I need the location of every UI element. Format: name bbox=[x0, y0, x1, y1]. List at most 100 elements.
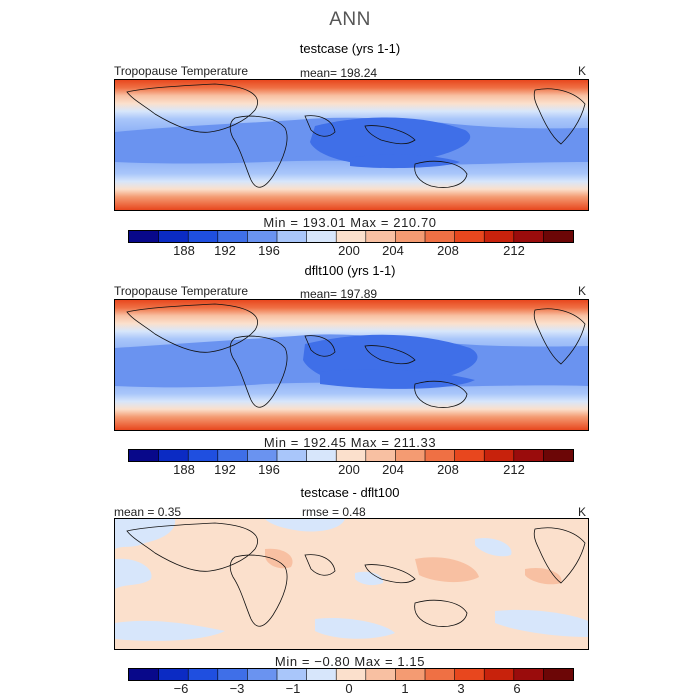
panel1-coastlines bbox=[126, 83, 586, 188]
colorbar-swatch bbox=[454, 669, 485, 680]
panel1-coast-australia bbox=[414, 160, 468, 188]
panel1-map bbox=[114, 79, 589, 211]
figure-title: ANN bbox=[329, 9, 371, 30]
colorbar-swatch bbox=[188, 450, 219, 461]
colorbar-swatch bbox=[306, 450, 337, 461]
panel2-variable-label: Tropopause Temperature bbox=[114, 284, 249, 298]
panel1-colorbar-swatches bbox=[129, 231, 573, 242]
colorbar-swatch bbox=[277, 450, 308, 461]
colorbar-swatch bbox=[425, 231, 456, 242]
panel2-colorbar bbox=[128, 449, 574, 462]
panel3-tick-label: −6 bbox=[173, 681, 189, 696]
colorbar-swatch bbox=[365, 450, 396, 461]
panel1-mean: mean= 198.24 bbox=[300, 66, 378, 80]
colorbar-swatch bbox=[395, 450, 426, 461]
panel2-coast-africa bbox=[229, 335, 288, 408]
colorbar-swatch bbox=[484, 231, 515, 242]
panel3-warm-patch-3 bbox=[525, 567, 562, 585]
colorbar-swatch bbox=[247, 450, 278, 461]
colorbar-swatch bbox=[395, 669, 426, 680]
panel2-colorbar-swatches bbox=[129, 450, 573, 461]
panel2-minmax: Min = 192.45 Max = 211.33 bbox=[263, 435, 437, 450]
panel3-coastlines bbox=[126, 522, 586, 627]
colorbar-swatch bbox=[484, 450, 515, 461]
panel3-rmse: rmse = 0.48 bbox=[302, 505, 366, 519]
colorbar-swatch bbox=[513, 669, 544, 680]
colorbar-swatch bbox=[425, 450, 456, 461]
panel1-tick-label: 212 bbox=[503, 243, 525, 258]
panel3-units: K bbox=[578, 505, 587, 519]
colorbar-swatch bbox=[277, 669, 308, 680]
panel1-tick-label: 196 bbox=[258, 243, 280, 258]
panel2-tick-label: 200 bbox=[338, 462, 360, 477]
colorbar-swatch bbox=[129, 669, 160, 680]
colorbar-swatch bbox=[158, 231, 189, 242]
panel2-mean: mean= 197.89 bbox=[300, 287, 378, 301]
colorbar-swatch bbox=[217, 450, 248, 461]
panel2-tick-label: 208 bbox=[437, 462, 459, 477]
panel1-warm-pool-low bbox=[310, 117, 471, 165]
panel1-variable-label: Tropopause Temperature bbox=[114, 64, 249, 78]
panel1-coast-maritime bbox=[364, 125, 416, 145]
colorbar-swatch bbox=[454, 231, 485, 242]
panel3-blue-patch-pacific bbox=[475, 538, 512, 557]
panel3-coast-africa bbox=[229, 554, 288, 627]
panel1-colorbar bbox=[128, 230, 574, 243]
colorbar-swatch bbox=[336, 231, 367, 242]
panel3-blue-patch-w bbox=[115, 558, 152, 589]
colorbar-swatch bbox=[365, 231, 396, 242]
panel1-tick-label: 204 bbox=[382, 243, 404, 258]
panel3-coast-europe-asia bbox=[126, 522, 258, 572]
panel2-tick-label: 196 bbox=[258, 462, 280, 477]
colorbar-swatch bbox=[188, 231, 219, 242]
panel3-blue-patch-sw bbox=[115, 620, 225, 641]
panel3-mean: mean = 0.35 bbox=[114, 505, 182, 519]
panel3-blue-patch-se bbox=[495, 609, 588, 637]
panel1-tick-label: 200 bbox=[338, 243, 360, 258]
colorbar-swatch bbox=[158, 450, 189, 461]
panel3-colorbar bbox=[128, 668, 574, 681]
panel1-tick-label: 208 bbox=[437, 243, 459, 258]
panel2-tick-label: 192 bbox=[214, 462, 236, 477]
colorbar-swatch bbox=[247, 669, 278, 680]
colorbar-swatch bbox=[365, 669, 396, 680]
panel3-coast-india bbox=[304, 554, 336, 576]
panel3-title: testcase - dflt100 bbox=[300, 485, 400, 500]
panel3-minmax: Min = −0.80 Max = 1.15 bbox=[274, 654, 426, 669]
colorbar-swatch bbox=[217, 231, 248, 242]
panel2-coastlines bbox=[126, 303, 586, 408]
panel3-coast-maritime bbox=[364, 564, 416, 584]
panel2-coast-europe-asia bbox=[126, 303, 258, 353]
panel3-tick-label: −1 bbox=[285, 681, 301, 696]
panel3-colorbar-swatches bbox=[129, 669, 573, 680]
panel2-tick-label: 204 bbox=[382, 462, 404, 477]
panel1-title: testcase (yrs 1-1) bbox=[299, 41, 401, 56]
colorbar-swatch bbox=[188, 669, 219, 680]
panel3-coast-australia bbox=[414, 599, 468, 627]
panel2-warm-pool-south bbox=[320, 369, 475, 389]
colorbar-swatch bbox=[277, 231, 308, 242]
colorbar-swatch bbox=[247, 231, 278, 242]
panel3-tick-label: 3 bbox=[457, 681, 465, 696]
panel2-map bbox=[114, 299, 589, 431]
colorbar-swatch bbox=[217, 669, 248, 680]
panel2-coast-india bbox=[304, 335, 336, 357]
panel3-blue-patch-eq bbox=[355, 571, 384, 586]
panel1-tick-label: 192 bbox=[214, 243, 236, 258]
panel3-blue-patch-s bbox=[315, 617, 395, 639]
panel1-coast-africa bbox=[229, 115, 288, 188]
panel3-blue-patch-n bbox=[265, 519, 345, 532]
panel2-tick-label: 188 bbox=[173, 462, 195, 477]
colorbar-swatch bbox=[395, 231, 426, 242]
panel1-units: K bbox=[578, 64, 587, 78]
colorbar-swatch bbox=[543, 669, 573, 680]
colorbar-swatch bbox=[454, 450, 485, 461]
colorbar-swatch bbox=[129, 450, 160, 461]
panel3-tick-label: 0 bbox=[345, 681, 353, 696]
panel3-warm-patch-2 bbox=[265, 548, 293, 569]
panel2-title: dflt100 (yrs 1-1) bbox=[304, 263, 396, 278]
panel2-coast-maritime bbox=[364, 345, 416, 365]
panel3-map bbox=[114, 518, 589, 650]
panel3-tick-label: −3 bbox=[229, 681, 245, 696]
panel2-coast-americas bbox=[533, 308, 586, 365]
